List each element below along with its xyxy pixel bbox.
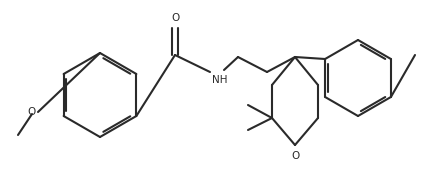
Text: O: O: [291, 151, 299, 161]
Text: NH: NH: [212, 75, 227, 85]
Text: O: O: [28, 107, 36, 117]
Text: O: O: [171, 13, 179, 23]
